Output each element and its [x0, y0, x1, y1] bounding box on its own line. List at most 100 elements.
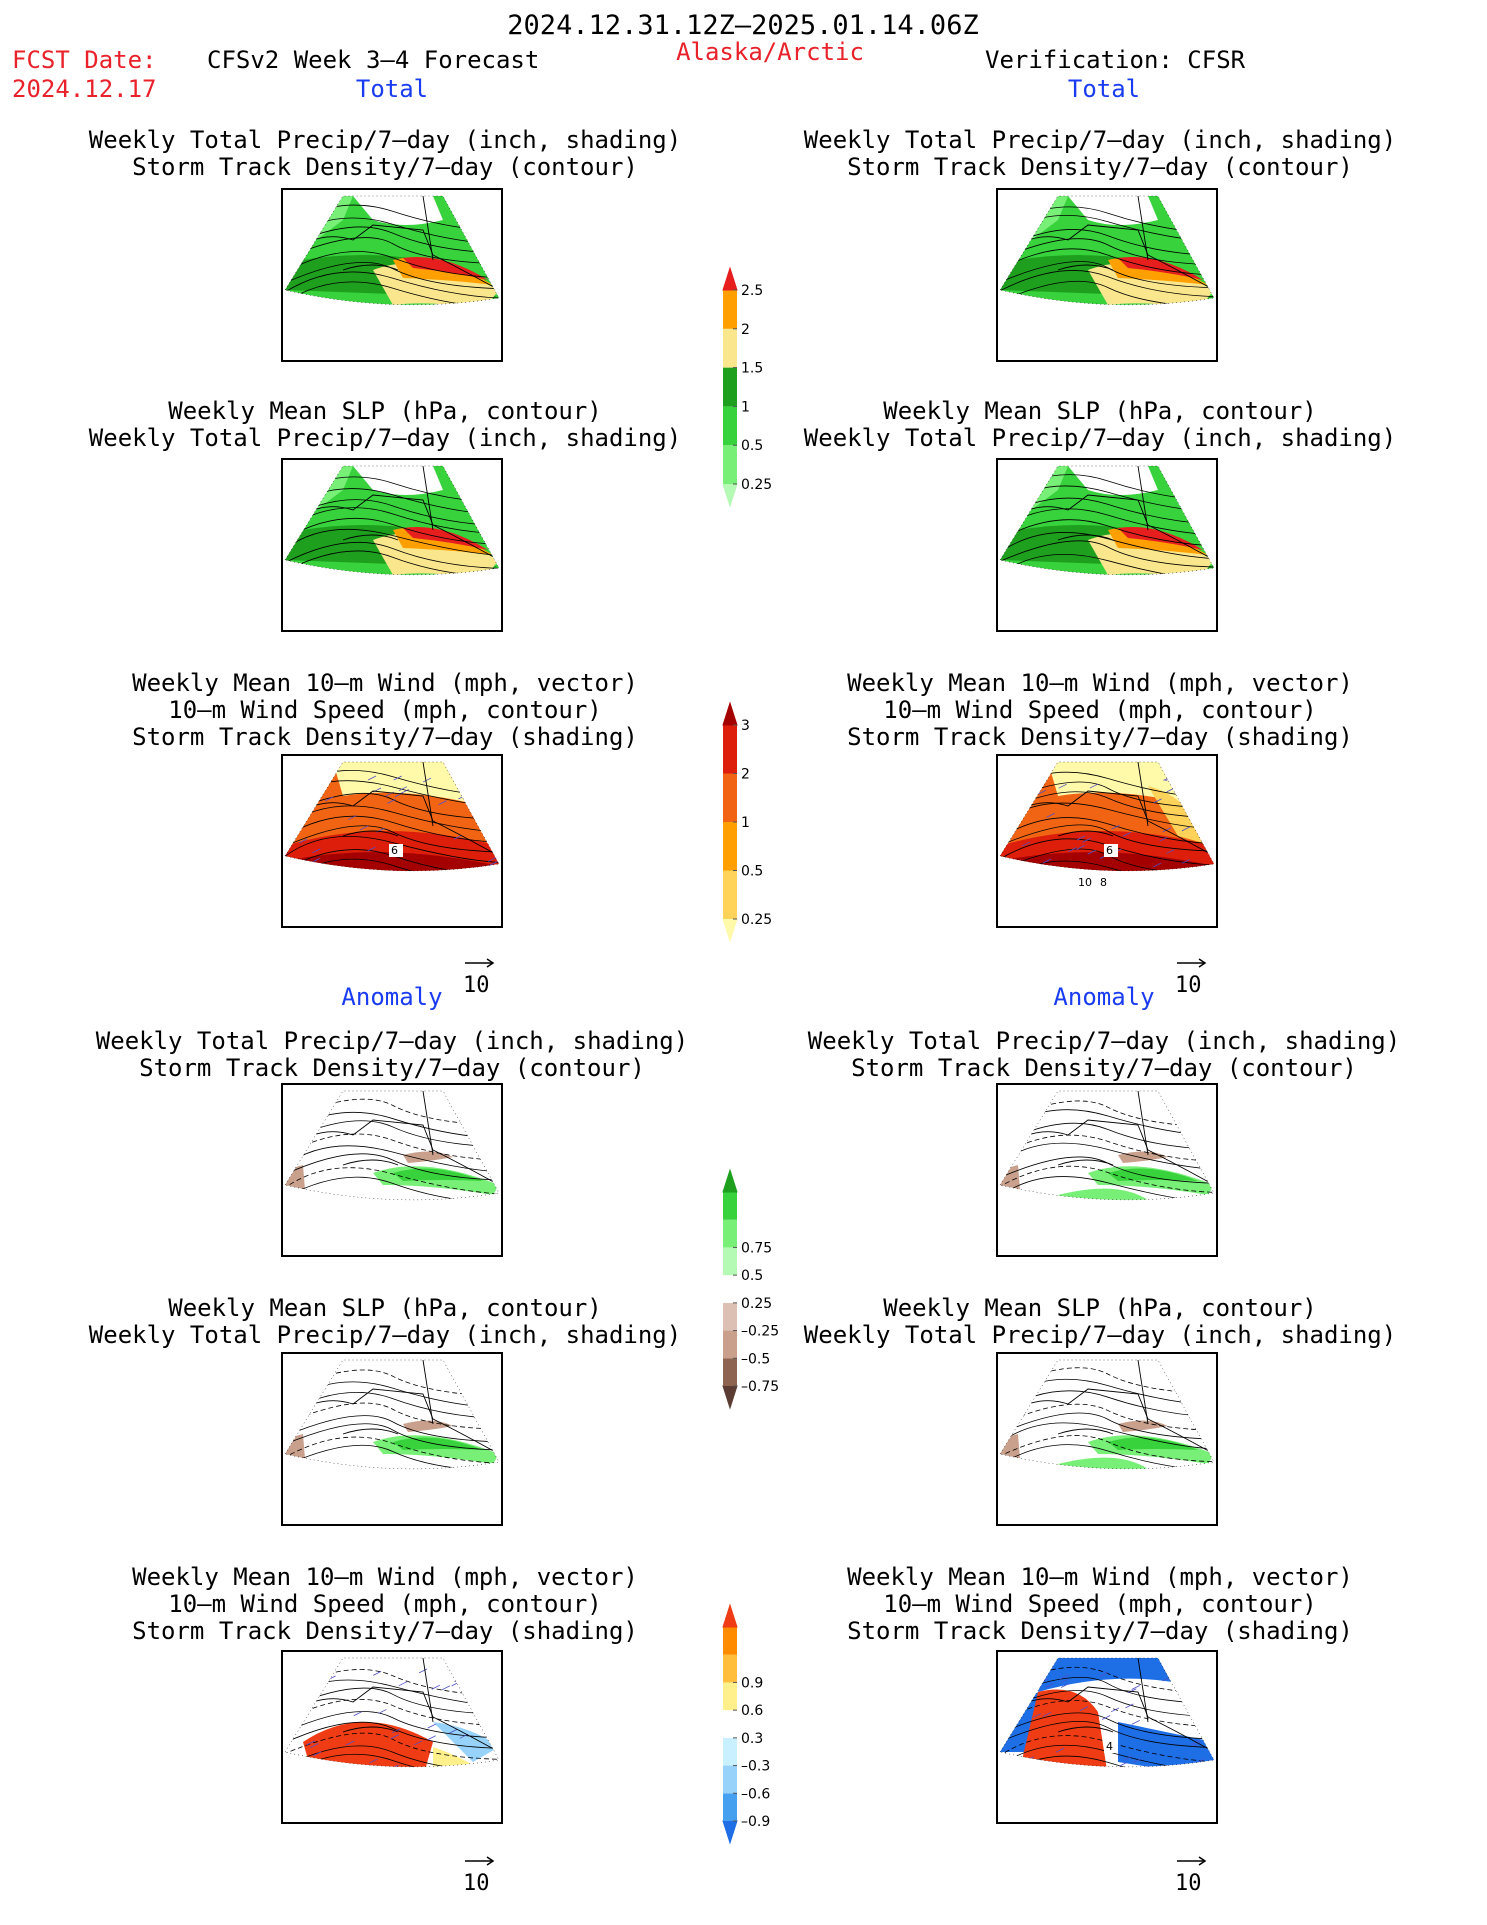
projection-outline — [999, 195, 1215, 306]
contour-line — [285, 281, 499, 305]
contour-line — [1000, 791, 1214, 819]
colorbar-segment — [723, 1358, 737, 1386]
vector-reference-anom-verif: 10 — [1175, 1848, 1209, 1896]
map-field — [285, 1360, 499, 1469]
map-field — [285, 1658, 499, 1767]
wind-vector — [1159, 836, 1168, 842]
wind-vector — [467, 1686, 476, 1691]
contour-line — [1000, 229, 1214, 257]
wind-vector — [335, 1763, 344, 1767]
contour-line — [1000, 1134, 1214, 1162]
panel-title-slp-precip-verif: Weekly Mean SLP (hPa, contour) Weekly Tot… — [803, 397, 1397, 452]
contour-line — [285, 805, 499, 833]
colorbar-segment — [723, 870, 737, 919]
wind-vector — [1060, 1683, 1070, 1688]
colorbar-segment — [722, 483, 738, 508]
panel-title-wind-storm-fcst: Weekly Mean 10–m Wind (mph, vector) 10–m … — [132, 669, 638, 751]
map-field — [1000, 1658, 1214, 1767]
map-field — [285, 1091, 499, 1200]
panel-title-precip-storm-anom-fcst: Weekly Total Precip/7–day (inch, shading… — [95, 1027, 689, 1082]
wind-vector — [1119, 1761, 1128, 1767]
colorbar-tick-label: –0.6 — [741, 1786, 770, 1802]
colorbar-svg: –0.9 –0.6 –0.3 0.3 0.6 0.9 — [722, 1603, 770, 1845]
map-svg — [284, 1657, 500, 1768]
contour-line — [285, 1415, 499, 1443]
border-line — [422, 1360, 434, 1425]
colorbar-storm-total: 0.25 0.5 1 2 3 — [720, 701, 790, 997]
border-line — [422, 466, 434, 531]
vector-reference-label: 10 — [463, 973, 490, 998]
wind-vector — [1058, 783, 1067, 789]
wind-vector — [1099, 1672, 1109, 1677]
contour-line — [1000, 1412, 1214, 1440]
wind-vector — [1131, 1685, 1140, 1690]
colorbar-segment — [722, 1385, 738, 1410]
wind-vector — [296, 1676, 305, 1682]
wind-vector — [1101, 1715, 1111, 1720]
wind-vector — [296, 812, 306, 818]
colorbar-segment — [723, 1275, 737, 1303]
map-field — [1000, 762, 1214, 871]
map-svg — [284, 1090, 500, 1201]
wind-vector — [476, 1691, 486, 1697]
arrow-icon — [465, 1856, 495, 1866]
verification-title: Verification: CFSR — [985, 46, 1246, 74]
storm-anom-shading — [433, 1722, 499, 1762]
map-precip-storm-anom-fcst — [281, 1083, 503, 1257]
arrow-icon — [465, 958, 495, 968]
colorbar-segment — [722, 266, 738, 291]
contour-line — [285, 226, 499, 254]
colorbar-segment — [722, 701, 738, 726]
contour-line — [1000, 1165, 1214, 1193]
map-svg — [284, 195, 500, 306]
map-field — [285, 762, 499, 871]
map-field — [1000, 466, 1214, 575]
vector-reference-verif: 10 — [1175, 950, 1209, 998]
contour-line — [1000, 824, 1214, 852]
wind-vector — [1153, 798, 1162, 804]
section-total-verif: Total — [1067, 75, 1141, 103]
wind-vector — [1062, 1766, 1071, 1767]
vector-reference-label: 10 — [1175, 1871, 1202, 1896]
projection-outline — [284, 465, 500, 576]
wind-vector — [481, 825, 491, 831]
colorbar-tick-label: 0.25 — [741, 1296, 772, 1312]
precip-anom-shading — [285, 1434, 305, 1464]
colorbar-segment — [723, 1737, 737, 1766]
vector-reference-label: 10 — [463, 1871, 490, 1896]
colorbar-tick-label: 0.75 — [741, 1240, 772, 1256]
wind-vector — [400, 789, 409, 794]
map-field — [1000, 196, 1214, 305]
wind-vector — [1131, 1720, 1140, 1725]
colorbar-segment — [723, 1330, 737, 1359]
vector-reference-fcst: 10 — [463, 950, 497, 998]
wind-vector — [1202, 819, 1211, 825]
wind-vector — [1046, 812, 1055, 818]
contour-line — [285, 1133, 499, 1161]
contour-line — [285, 528, 499, 557]
colorbar-svg: 0.25 0.5 1 2 3 — [722, 701, 772, 943]
wind-vector — [378, 1709, 387, 1714]
wind-vector — [387, 799, 396, 804]
wind-vector — [427, 1723, 436, 1729]
wind-vector — [1181, 859, 1191, 864]
wind-vector — [1042, 1712, 1052, 1717]
border-line — [1137, 1360, 1149, 1425]
colorbar-segment — [723, 328, 737, 368]
panel-title-wind-storm-anom-fcst: Weekly Mean 10–m Wind (mph, vector) 10–m … — [132, 1563, 638, 1645]
precip-shading — [403, 256, 488, 280]
colorbar-segment — [723, 1654, 737, 1683]
colorbar-segment — [722, 918, 738, 943]
storm-shading — [285, 852, 499, 871]
precip-anom-shading — [1058, 1457, 1148, 1469]
wind-vector — [1192, 1741, 1202, 1747]
wind-vector — [1032, 1713, 1042, 1719]
fcst-date-label: FCST Date: — [12, 46, 157, 74]
colorbar-precip-anomaly: –0.75 –0.5 –0.25 0.25 0.5 0.75 — [720, 1168, 800, 1464]
contour-line — [1000, 1720, 1214, 1749]
model-title: CFSv2 Week 3–4 Forecast — [207, 46, 540, 74]
contour-line — [285, 251, 499, 279]
colorbar-tick-label: –0.75 — [741, 1379, 779, 1395]
wind-vector — [1021, 841, 1031, 847]
colorbar-tick-label: 0.5 — [741, 438, 763, 454]
